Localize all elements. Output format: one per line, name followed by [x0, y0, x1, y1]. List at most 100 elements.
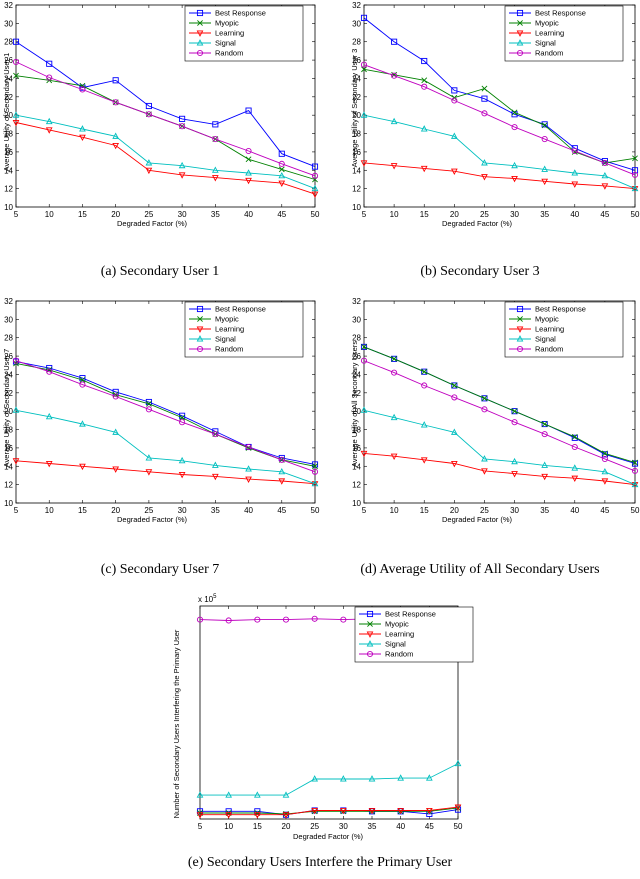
data-point — [79, 463, 86, 471]
caption-a: (a) Secondary User 1 — [100, 264, 220, 279]
series-line-signal — [15, 114, 316, 190]
series-line-learning — [200, 806, 459, 816]
data-point — [178, 161, 186, 169]
y-tick-label: 20 — [352, 407, 361, 416]
data-point — [511, 408, 518, 415]
y-tick-label: 20 — [4, 407, 13, 416]
x-tick-label: 50 — [311, 506, 320, 515]
y-tick-label: 32 — [4, 1, 13, 10]
data-point — [421, 83, 428, 90]
data-point — [541, 420, 548, 428]
data-point — [278, 478, 286, 485]
data-point — [179, 419, 186, 426]
data-point — [79, 125, 86, 132]
data-point — [46, 60, 53, 67]
x-tick-label: 30 — [510, 506, 519, 515]
series-line-random — [363, 360, 636, 472]
data-point — [79, 375, 86, 382]
data-point — [179, 123, 186, 130]
data-point — [112, 142, 120, 150]
y-tick-label: 26 — [352, 56, 361, 65]
data-point — [397, 807, 405, 815]
legend-label: Myopic — [535, 19, 559, 28]
data-point — [112, 132, 120, 139]
legend-marker — [196, 9, 204, 17]
y-tick-label: 16 — [4, 444, 13, 453]
legend-label: Random — [535, 49, 563, 58]
data-point — [112, 466, 120, 473]
y-tick-label: 28 — [352, 334, 361, 343]
data-point — [282, 791, 290, 798]
legend-marker — [516, 30, 524, 37]
x-tick-label: 25 — [480, 506, 489, 515]
data-point — [421, 382, 428, 389]
data-point — [112, 99, 119, 106]
data-point — [245, 476, 252, 483]
x-axis-label: Degraded Factor (%) — [442, 219, 513, 228]
data-point — [541, 178, 549, 186]
legend-label: Best Response — [215, 305, 266, 314]
data-point — [79, 381, 86, 388]
legend-marker — [196, 335, 204, 342]
x-tick-label: 40 — [244, 210, 253, 219]
data-point — [178, 472, 186, 479]
data-point — [278, 171, 286, 179]
data-point — [541, 165, 549, 172]
data-point — [179, 412, 186, 419]
data-point — [571, 433, 578, 440]
data-point — [454, 806, 462, 813]
y-tick-label: 28 — [4, 38, 13, 47]
y-tick-label: 28 — [4, 334, 13, 343]
x-tick-label: 40 — [244, 506, 253, 515]
data-point — [481, 468, 488, 475]
data-point — [391, 369, 398, 376]
data-point — [360, 111, 368, 118]
data-point — [360, 406, 368, 413]
data-point — [254, 808, 261, 815]
data-point — [631, 184, 639, 192]
data-point — [225, 617, 232, 624]
data-point — [631, 480, 639, 488]
data-point — [450, 132, 458, 139]
y-tick-label: 22 — [352, 389, 361, 398]
data-point — [601, 159, 608, 166]
legend-marker — [517, 316, 523, 322]
data-point — [632, 155, 638, 162]
data-point — [311, 615, 318, 622]
legend-marker — [516, 326, 524, 333]
data-point — [632, 459, 638, 466]
x-axis-label: Degraded Factor (%) — [293, 832, 364, 841]
y-tick-label: 10 — [352, 499, 361, 508]
data-point — [601, 455, 608, 462]
data-point — [282, 812, 290, 819]
data-point — [311, 461, 319, 468]
data-point — [179, 115, 186, 122]
x-tick-label: 10 — [390, 506, 399, 515]
y-tick-label: 18 — [352, 130, 361, 139]
x-tick-label: 10 — [45, 506, 54, 515]
y-tick-label: 24 — [4, 74, 13, 83]
data-point — [12, 406, 20, 413]
data-point — [420, 457, 428, 464]
x-tick-label: 5 — [198, 822, 203, 831]
data-point — [481, 455, 488, 462]
legend-marker — [196, 30, 204, 37]
legend-marker — [366, 631, 374, 638]
y-tick-label: 14 — [4, 462, 13, 471]
data-point — [145, 398, 152, 406]
y-tick-label: 14 — [4, 166, 13, 175]
legend-label: Learning — [535, 325, 564, 334]
data-point — [312, 463, 318, 470]
data-point — [79, 420, 86, 427]
data-point — [390, 163, 398, 170]
legend-marker — [196, 345, 204, 353]
data-point — [145, 111, 152, 118]
data-point — [571, 147, 578, 155]
x-tick-label: 40 — [396, 822, 405, 831]
series-line-myopic — [200, 807, 459, 815]
caption-c: (c) Secondary User 7 — [100, 562, 220, 577]
data-point — [541, 431, 548, 438]
data-point — [225, 812, 233, 819]
x-tick-label: 30 — [510, 210, 519, 219]
data-point — [601, 183, 609, 190]
